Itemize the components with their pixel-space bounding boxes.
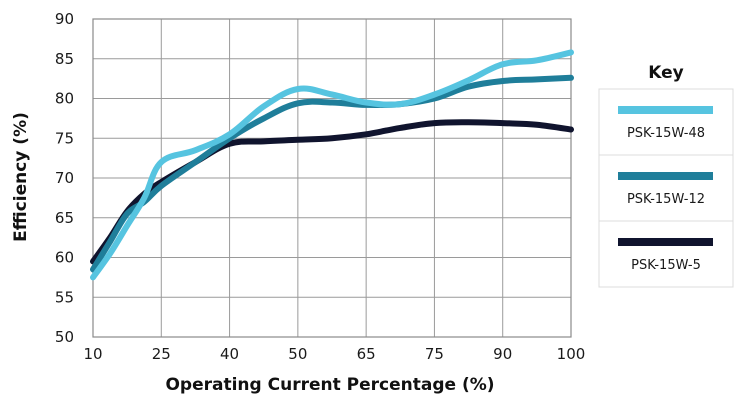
x-tick-label: 90 — [493, 345, 512, 363]
legend-items: PSK-15W-48 PSK-15W-12 PSK-15W-5 — [598, 88, 734, 288]
x-axis-title: Operating Current Percentage (%) — [165, 375, 494, 395]
series-lines — [90, 49, 574, 281]
legend-item: PSK-15W-5 — [598, 220, 734, 288]
x-tick-label: 100 — [557, 345, 586, 363]
y-tick-label: 70 — [55, 169, 74, 187]
legend-label: PSK-15W-12 — [627, 192, 705, 207]
legend-swatch — [618, 238, 713, 246]
series-line-psk-15w-48 — [90, 49, 574, 281]
x-tick-label: 50 — [288, 345, 307, 363]
y-tick-label: 90 — [55, 10, 74, 28]
x-tick-label: 40 — [220, 345, 239, 363]
legend-label: PSK-15W-5 — [631, 258, 701, 273]
legend-item-box — [598, 220, 734, 288]
x-axis-ticks: 10 25 40 50 65 75 90 100 — [83, 345, 585, 363]
y-tick-label: 85 — [55, 50, 74, 68]
legend-item-box — [598, 154, 734, 222]
x-tick-label: 25 — [152, 345, 171, 363]
plot-frame — [92, 18, 572, 338]
legend-swatch — [618, 172, 713, 180]
y-tick-label: 60 — [55, 249, 74, 267]
legend-label: PSK-15W-48 — [627, 126, 705, 141]
y-tick-label: 75 — [55, 129, 74, 147]
series-line-psk-15w-12 — [90, 74, 574, 273]
x-tick-label: 10 — [83, 345, 102, 363]
legend-swatch — [618, 106, 713, 114]
y-tick-label: 80 — [55, 90, 74, 108]
legend-item-box — [598, 88, 734, 156]
legend-item: PSK-15W-12 — [598, 154, 734, 222]
x-tick-label: 65 — [357, 345, 376, 363]
x-tick-label: 75 — [425, 345, 444, 363]
y-tick-label: 65 — [55, 209, 74, 227]
series-line-psk-15w-5 — [90, 119, 574, 265]
legend: Key PSK-15W-48 PSK-15W-12 PSK-15W-5 — [598, 63, 734, 288]
y-tick-label: 50 — [55, 328, 74, 346]
y-tick-label: 55 — [55, 288, 74, 306]
y-axis-ticks: 50 55 60 65 70 75 80 85 90 — [55, 10, 74, 346]
legend-title: Key — [648, 63, 684, 83]
legend-item: PSK-15W-48 — [598, 88, 734, 156]
y-axis-title: Efficiency (%) — [11, 112, 31, 242]
